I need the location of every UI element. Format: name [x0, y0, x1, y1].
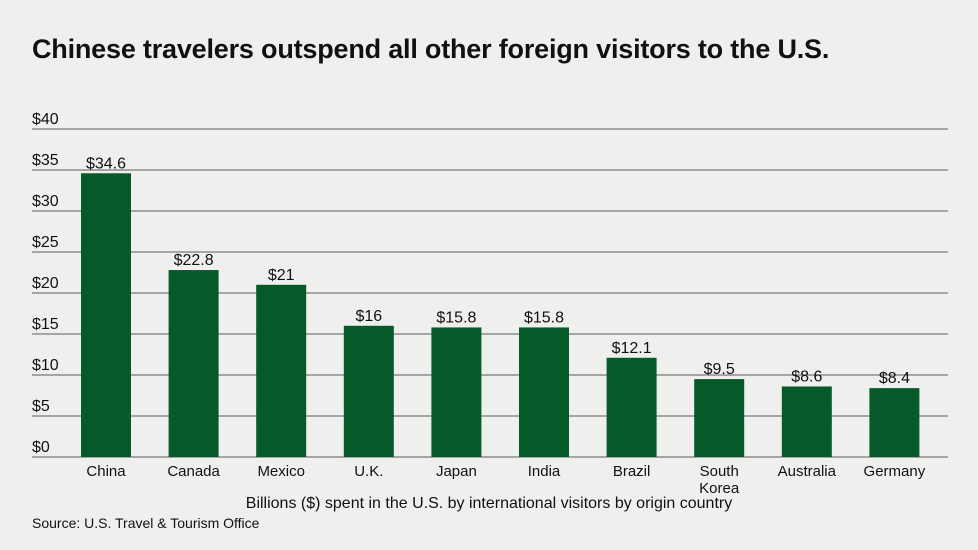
x-axis-label: Billions ($) spent in the U.S. by intern…	[245, 495, 733, 512]
data-label: $8.4	[879, 370, 910, 387]
bar	[519, 327, 569, 457]
y-tick-label: $15	[32, 316, 59, 333]
x-tick-label: Brazil	[613, 463, 651, 480]
chart-title: Chinese travelers outspend all other for…	[32, 34, 830, 64]
y-tick-label: $35	[32, 152, 59, 169]
y-tick-label: $0	[32, 439, 50, 456]
bar	[343, 325, 394, 457]
x-tick-label: Japan	[436, 463, 477, 480]
data-label: $15.8	[524, 309, 564, 326]
data-label: $22.8	[174, 252, 214, 269]
data-label: $16	[355, 308, 382, 325]
bar	[256, 284, 307, 457]
x-tick-label: China	[86, 463, 126, 480]
x-tick-label: Australia	[778, 463, 837, 480]
data-label: $21	[268, 267, 295, 284]
y-tick-label: $25	[32, 234, 59, 251]
y-tick-label: $20	[32, 275, 59, 292]
x-tick-label: Germany	[864, 463, 926, 480]
bar	[606, 357, 657, 457]
data-label: $34.6	[86, 155, 126, 172]
bar	[869, 388, 920, 457]
x-tick-label: U.K.	[354, 463, 383, 480]
data-label: $12.1	[612, 340, 652, 357]
bar	[694, 379, 745, 457]
x-tick-label: South Korea	[699, 463, 740, 497]
bar	[168, 270, 219, 457]
bar	[431, 327, 482, 457]
source-note: Source: U.S. Travel & Tourism Office	[32, 515, 260, 531]
y-tick-label: $30	[32, 193, 59, 210]
data-label: $8.6	[791, 368, 822, 385]
y-tick-label: $40	[32, 111, 59, 128]
x-axis-ticks: China Canada Mexico U.K. Japan India Brazil Sou…	[86, 463, 925, 497]
y-axis-ticks: $0 $5 $10 $15 $20 $25 $30 $35 $40	[32, 111, 59, 456]
x-tick-label: India	[528, 463, 561, 480]
bar	[81, 173, 131, 457]
y-tick-label: $5	[32, 398, 50, 415]
data-labels: $34.6 $22.8 $21 $16 $15.8 $15.8 $12.1 $9.5 $8.6 $…	[86, 155, 910, 387]
bar	[781, 386, 832, 457]
data-label: $15.8	[436, 309, 476, 326]
bars	[81, 173, 920, 457]
x-tick-label: Mexico	[257, 463, 305, 480]
x-tick-label: Canada	[167, 463, 220, 480]
y-tick-label: $10	[32, 357, 59, 374]
data-label: $9.5	[704, 361, 735, 378]
